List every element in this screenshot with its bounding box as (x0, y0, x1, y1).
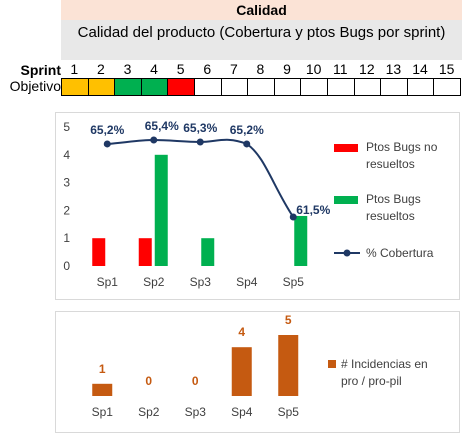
data-label-incidencias: 1 (99, 362, 106, 376)
incidents-chart-panel: 1 Sp1 0 Sp2 0 Sp3 4 Sp4 5 Sp5 # Incidencias en pro … (55, 311, 460, 433)
y-tick-label: 1 (63, 231, 70, 245)
objetivo-cell-9 (274, 79, 302, 96)
sprint-number-2: 2 (96, 61, 105, 77)
data-label-incidencias: 4 (238, 325, 245, 339)
bar-bugs-no-resueltos (138, 238, 152, 266)
legend-label-incidencias: # Incidencias en pro / pro-pil (341, 357, 428, 388)
sprint-number-12: 12 (359, 61, 375, 77)
x-tick-label: Sp2 (138, 405, 160, 419)
objetivo-cell-row (61, 78, 461, 96)
sprint-number-row: 1 2 3 4 5 6 7 8 9 10 11 12 13 14 15 (61, 61, 460, 77)
sprint-number-15: 15 (438, 61, 455, 77)
sprint-number-6: 6 (203, 61, 212, 77)
objetivo-cell-1 (61, 79, 89, 96)
line-cobertura (107, 138, 295, 218)
y-tick-label: 3 (63, 176, 70, 190)
objetivo-cell-6 (194, 79, 222, 96)
x-tick-label: Sp3 (185, 405, 207, 419)
y-tick-label: 4 (63, 148, 70, 162)
data-label-incidencias: 0 (145, 374, 152, 388)
bar-bugs-resueltos (294, 215, 308, 266)
data-label-incidencias: 0 (192, 374, 199, 388)
objetivo-cell-8 (248, 79, 275, 96)
point-cobertura (103, 140, 111, 148)
point-cobertura (289, 213, 297, 221)
sprint-number-14: 14 (412, 61, 428, 77)
y-tick-label: 5 (63, 120, 70, 134)
x-tick-label: Sp5 (278, 405, 300, 419)
x-tick-label: Sp3 (190, 275, 212, 289)
legend-swatch-cobertura-dot (343, 249, 351, 257)
sprint-number-5: 5 (176, 61, 185, 77)
bar-incidencias (231, 347, 252, 396)
sprint-number-11: 11 (332, 61, 348, 77)
sprint-number-3: 3 (123, 61, 132, 77)
point-cobertura (150, 136, 158, 144)
legend-swatch-bugs-resueltos (334, 196, 358, 204)
objetivo-row-label: Objetivo (9, 78, 61, 94)
objetivo-cell-7 (221, 79, 249, 96)
sprint-number-7: 7 (229, 61, 238, 77)
x-tick-label: Sp2 (143, 275, 165, 289)
bar-incidencias (92, 383, 113, 396)
sprint-number-1: 1 (70, 61, 79, 77)
x-tick-label: Sp5 (283, 275, 305, 289)
sprint-row-label: Sprint (20, 62, 61, 78)
chart-subtitle: Calidad del producto (Cobertura y ptos B… (61, 20, 462, 60)
x-tick-label: Sp1 (97, 275, 119, 289)
objetivo-cell-3 (115, 79, 142, 96)
x-tick-label: Sp1 (92, 405, 114, 419)
data-label-cobertura: 65,2% (90, 123, 124, 137)
chart-title: Calidad (61, 0, 462, 20)
objetivo-cell-15 (434, 79, 461, 96)
legend-label-bugs-resueltos: Ptos Bugs resueltos (366, 192, 421, 223)
legend-swatch-bugs-no-resueltos (334, 144, 358, 152)
objetivo-cell-12 (354, 79, 382, 96)
data-label-cobertura: 65,2% (230, 123, 264, 137)
data-label-cobertura: 61,5% (296, 203, 330, 217)
incidents-chart: 1 Sp1 0 Sp2 0 Sp3 4 Sp4 5 Sp5 # Incidencias en pro … (92, 313, 428, 419)
data-label-incidencias: 5 (285, 313, 292, 327)
sprint-number-13: 13 (385, 61, 402, 77)
objetivo-cell-11 (327, 79, 355, 96)
y-tick-label: 2 (63, 203, 70, 217)
point-cobertura (196, 138, 204, 146)
objetivo-cell-2 (88, 79, 116, 96)
bar-bugs-no-resueltos (92, 238, 106, 266)
legend-label-bugs-no-resueltos: Ptos Bugs no resueltos (366, 140, 438, 171)
x-tick-label: Sp4 (231, 405, 253, 419)
quality-chart-panel: 0 1 2 3 4 5 Sp1 Sp2 Sp3 Sp4 Sp5 65,2% 65,4% 65,3% 65,2… (55, 112, 460, 300)
quality-chart: 0 1 2 3 4 5 Sp1 Sp2 Sp3 Sp4 Sp5 65,2% 65,4% 65,3% 65,2… (63, 119, 438, 289)
data-label-cobertura: 65,3% (183, 121, 217, 135)
bar-bugs-resueltos (154, 154, 168, 266)
legend-swatch-incidencias (328, 360, 336, 368)
data-label-cobertura: 65,4% (145, 119, 179, 133)
sprint-number-10: 10 (305, 61, 322, 77)
legend-label-cobertura: % Cobertura (366, 246, 434, 260)
sprint-number-9: 9 (283, 61, 291, 77)
sprint-number-4: 4 (150, 61, 158, 77)
y-tick-label: 0 (63, 259, 70, 273)
objetivo-cell-13 (381, 79, 408, 96)
point-cobertura (243, 140, 251, 148)
x-tick-label: Sp4 (236, 275, 258, 289)
objetivo-cell-5 (168, 79, 195, 96)
objetivo-cell-4 (141, 79, 169, 96)
bar-incidencias (278, 335, 299, 396)
objetivo-cell-14 (407, 79, 435, 96)
bar-bugs-resueltos (201, 238, 215, 266)
objetivo-cell-10 (301, 79, 328, 96)
sprint-number-8: 8 (256, 61, 265, 77)
